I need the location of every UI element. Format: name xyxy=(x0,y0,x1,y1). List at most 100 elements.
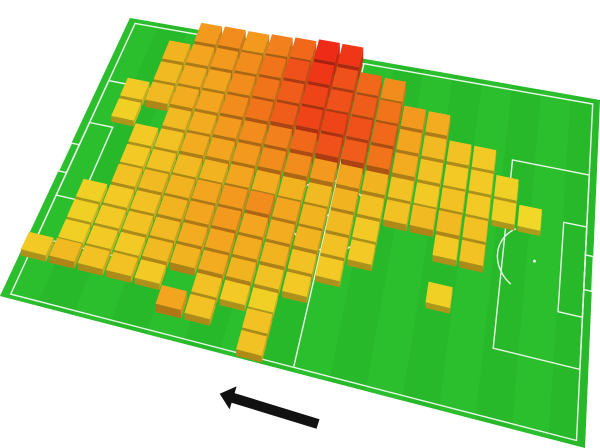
cell-front-face xyxy=(184,312,210,326)
cell-side-face xyxy=(514,203,517,231)
cell-top-face xyxy=(58,219,91,243)
cell-side-face xyxy=(263,34,270,63)
cell-side-face xyxy=(447,115,451,144)
cell-side-face xyxy=(397,103,402,135)
cell-side-face xyxy=(289,224,295,253)
cell-front-face xyxy=(282,290,307,304)
cell-top-face xyxy=(170,243,201,269)
cell-top-face xyxy=(254,264,284,290)
cell-side-face xyxy=(210,115,217,143)
cell-side-face xyxy=(195,158,203,185)
cell-top-face xyxy=(307,61,335,85)
cell-top-face xyxy=(236,330,267,356)
cell-front-face xyxy=(347,259,372,272)
heatmap-cell xyxy=(425,281,453,314)
cell-top-face xyxy=(206,137,235,161)
cell-side-face xyxy=(194,249,201,276)
cell-top-face xyxy=(195,90,224,113)
cell-side-face xyxy=(322,208,327,237)
cell-side-face xyxy=(540,209,542,237)
cell-top-face xyxy=(326,89,353,113)
heatmap-cell xyxy=(134,259,166,291)
cell-side-face xyxy=(368,120,373,152)
cell-top-face xyxy=(346,116,373,141)
cell-side-face xyxy=(274,80,280,110)
cell-top-face xyxy=(213,115,242,139)
cell-top-face xyxy=(376,99,402,124)
cell-top-face xyxy=(371,121,398,147)
cell-side-face xyxy=(131,258,138,283)
cell-side-face xyxy=(215,26,223,54)
cell-side-face xyxy=(284,247,290,275)
cell-top-face xyxy=(164,174,195,199)
cell-side-face xyxy=(332,162,338,192)
cell-top-face xyxy=(198,249,229,275)
cell-top-face xyxy=(219,279,250,306)
cell-side-face xyxy=(343,115,348,147)
cell-top-face xyxy=(180,132,210,156)
cell-side-face xyxy=(244,285,250,312)
cell-side-face xyxy=(268,195,275,224)
cell-side-face xyxy=(126,189,134,215)
cell-top-face xyxy=(439,187,466,213)
heatmap-cell xyxy=(432,234,459,267)
cell-top-face xyxy=(191,179,222,204)
heatmap-cell xyxy=(195,90,224,122)
cell-top-face xyxy=(270,101,299,126)
cell-top-face xyxy=(462,216,488,243)
cell-top-face xyxy=(425,111,451,136)
cell-front-face xyxy=(145,99,168,112)
cell-top-face xyxy=(154,128,184,152)
cell-top-face xyxy=(20,231,54,256)
cell-side-face xyxy=(201,227,208,255)
cell-top-face xyxy=(321,110,348,135)
cell-top-face xyxy=(443,164,469,190)
cell-top-face xyxy=(178,65,207,88)
heatmap-cell xyxy=(347,239,376,272)
cell-side-face xyxy=(287,37,293,67)
cell-top-face xyxy=(387,176,414,202)
cell-top-face xyxy=(142,237,174,262)
heatmap-cell xyxy=(282,271,312,304)
heatmap-cell xyxy=(491,198,517,231)
cell-side-face xyxy=(235,211,242,240)
cell-side-face xyxy=(482,245,486,273)
cell-front-face xyxy=(77,263,103,276)
cell-top-face xyxy=(465,193,491,219)
cell-side-face xyxy=(254,146,261,175)
cell-side-face xyxy=(422,109,426,139)
cell-side-face xyxy=(134,168,143,194)
cell-top-face xyxy=(130,190,161,214)
cell-top-face xyxy=(446,140,472,166)
cell-top-face xyxy=(337,43,364,68)
cell-side-face xyxy=(203,136,210,164)
cell-top-face xyxy=(106,251,138,277)
cell-top-face xyxy=(417,158,444,184)
cell-top-face xyxy=(413,182,440,208)
cell-top-face xyxy=(332,66,359,91)
cell-front-face xyxy=(236,349,262,363)
heatmap-cell xyxy=(315,255,344,288)
cell-side-face xyxy=(102,251,110,276)
cell-top-face xyxy=(421,135,447,160)
cell-side-face xyxy=(306,157,312,186)
cell-side-face xyxy=(516,179,519,207)
cell-top-face xyxy=(184,293,216,320)
cell-side-face xyxy=(208,205,215,234)
heatmap-cell xyxy=(184,293,216,326)
cell-top-face xyxy=(203,69,232,92)
cell-side-face xyxy=(166,243,174,269)
cell-side-face xyxy=(232,51,239,80)
cell-side-face xyxy=(310,41,317,72)
cell-side-face xyxy=(142,82,150,107)
cell-top-face xyxy=(266,34,293,57)
cell-side-face xyxy=(45,237,54,262)
cell-top-face xyxy=(170,85,200,109)
cell-front-face xyxy=(170,262,195,276)
cell-side-face xyxy=(99,184,108,208)
cell-side-face xyxy=(261,124,267,154)
direction-arrow-icon xyxy=(219,386,320,429)
cell-top-face xyxy=(238,120,267,144)
cell-top-face xyxy=(111,98,142,121)
